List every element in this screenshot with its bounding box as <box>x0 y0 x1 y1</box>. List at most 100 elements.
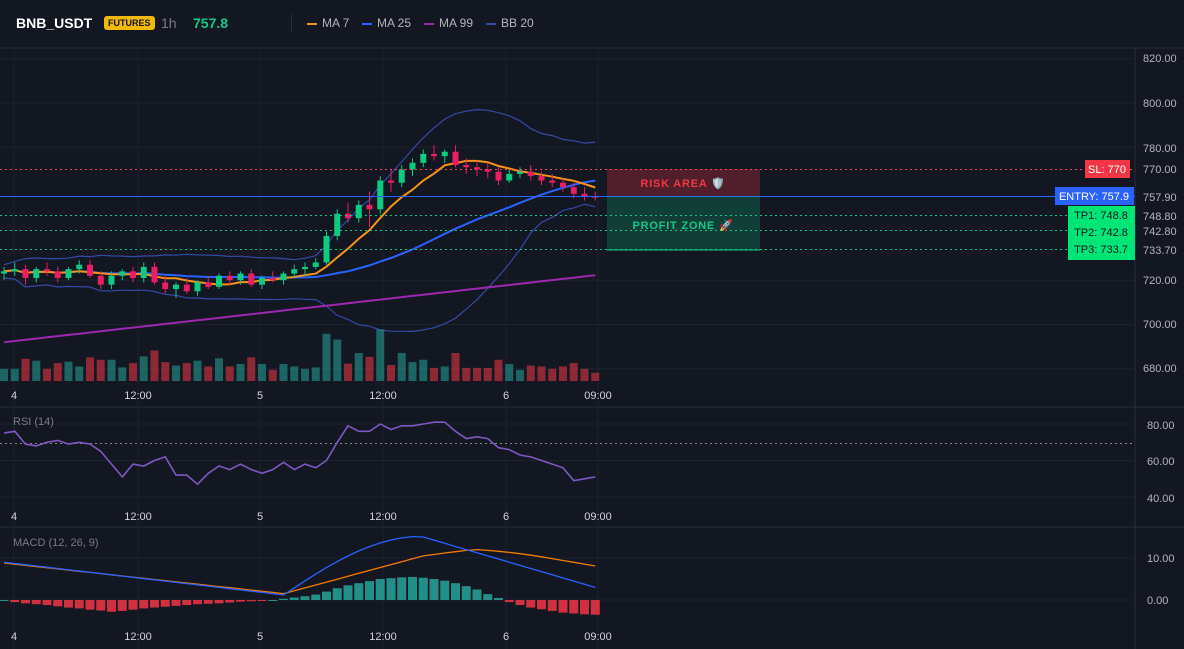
candle-body <box>495 171 502 181</box>
volume-bar <box>430 367 438 381</box>
macd-hist-bar <box>182 600 192 606</box>
volume-bar <box>591 372 600 381</box>
macd-hist-bar <box>74 600 84 609</box>
candle-body <box>54 271 61 278</box>
macd-hist-bar <box>107 600 116 612</box>
volume-bar <box>0 368 8 381</box>
volume-bar <box>258 364 266 381</box>
macd-hist-bar <box>150 600 159 608</box>
axes: 820.00 800.00 780.00 770.00 757.90 748.80 742.… <box>11 53 1177 643</box>
time-axis-label: 12:00 <box>124 390 152 402</box>
time-axis-label: 5 <box>257 631 263 643</box>
candle-body <box>291 269 298 274</box>
volume-bar <box>344 363 352 381</box>
volume-bar <box>53 363 62 381</box>
candle-body <box>517 171 523 174</box>
volume-bar <box>548 368 557 381</box>
candle-body <box>431 153 437 157</box>
price-axis-label: 742.80 <box>1143 226 1177 238</box>
macd-hist-bar <box>117 600 127 611</box>
time-axis-label: 4 <box>11 511 17 523</box>
volume-bar <box>483 367 492 381</box>
candle-body <box>527 171 534 177</box>
macd-axis-label: 10.00 <box>1147 553 1175 565</box>
legend-ma7[interactable]: MA 7 <box>307 16 349 30</box>
rsi-line <box>3 421 596 486</box>
candle-body <box>366 204 373 210</box>
candle-body <box>22 269 29 278</box>
candle-body <box>570 187 577 194</box>
volume-bar <box>139 356 148 381</box>
candle-body <box>44 269 50 272</box>
chart-header: BNB_USDT FUTURES 1h 757.8 MA 7 MA 25 MA … <box>0 0 1184 46</box>
macd-hist-bar <box>375 579 385 600</box>
volume-bar <box>86 357 94 381</box>
candle-body <box>345 213 351 219</box>
macd-hist-bar <box>429 579 439 600</box>
candle-body <box>420 153 427 163</box>
legend-ma25[interactable]: MA 25 <box>362 16 411 30</box>
macd-hist-bar <box>21 600 30 604</box>
candle-body <box>205 282 212 287</box>
candle-body <box>377 180 384 210</box>
macd-hist-bar <box>171 600 181 606</box>
price-axis-label: 770.00 <box>1143 164 1177 176</box>
candle-body <box>140 266 147 278</box>
volume-bar <box>172 365 180 381</box>
volume-bar <box>279 364 288 381</box>
rsi-pane[interactable]: RSI (14) <box>0 416 1135 486</box>
volume-bar <box>32 360 41 381</box>
macd-hist-bar <box>128 600 138 610</box>
risk-area-zone[interactable] <box>607 169 760 196</box>
legend-ma99[interactable]: MA 99 <box>424 16 473 30</box>
macd-hist-bar <box>580 600 589 615</box>
price-axis-label: 680.00 <box>1143 363 1177 375</box>
macd-hist-bar <box>203 600 213 604</box>
macd-hist-bar <box>42 600 52 606</box>
candle-body <box>1 271 7 274</box>
time-axis-label: 12:00 <box>369 511 397 523</box>
macd-hist-bar <box>483 594 493 600</box>
rsi-axis-label: 60.00 <box>1147 456 1175 468</box>
volume-bar <box>21 358 30 381</box>
macd-signal-line <box>3 548 596 595</box>
volume-bar <box>193 360 202 381</box>
macd-pane[interactable]: MACD (12, 26, 9) <box>0 535 600 615</box>
candle-body <box>216 275 222 287</box>
timeframe-selector[interactable]: 1h <box>161 15 177 31</box>
volume-bar <box>268 369 277 381</box>
macd-hist-bar <box>408 576 417 600</box>
rsi-axis-label: 80.00 <box>1147 420 1175 432</box>
volume-bar <box>408 362 417 381</box>
legend-ma7-label: MA 7 <box>322 16 350 30</box>
macd-hist-bar <box>526 600 536 608</box>
entry-tag[interactable]: ENTRY: 757.9 <box>1055 187 1134 205</box>
macd-hist-bar <box>10 600 20 603</box>
symbol-name[interactable]: BNB_USDT <box>16 15 93 31</box>
price-axis-label: 820.00 <box>1143 53 1177 65</box>
macd-hist-bar <box>31 600 41 605</box>
macd-hist-bar <box>85 600 95 610</box>
volume-bar <box>182 363 191 381</box>
macd-hist-bar <box>354 583 364 600</box>
macd-hist-bar <box>537 600 546 610</box>
legend-bb20[interactable]: BB 20 <box>486 16 534 30</box>
macd-hist-bar <box>193 600 202 605</box>
candle-body <box>581 193 588 197</box>
bb-lower <box>3 203 596 333</box>
macd-hist-bar <box>268 600 278 601</box>
volume-bar <box>225 366 234 381</box>
profit-zone-label: PROFIT ZONE 🚀 <box>632 219 733 232</box>
moving-averages <box>3 159 596 344</box>
tp-tags[interactable]: TP1: 748.8 TP2: 742.8 TP3: 733.7 <box>1068 206 1135 260</box>
volume-bar <box>559 366 567 381</box>
candle-body <box>97 275 104 285</box>
sl-tag[interactable]: SL: 770 <box>1085 160 1130 178</box>
volume-bar <box>129 363 137 381</box>
macd-hist-bar <box>472 589 482 600</box>
candle-body <box>398 169 405 183</box>
profit-zone[interactable] <box>607 196 760 250</box>
entry-tag-label: ENTRY: 757.9 <box>1059 191 1129 203</box>
candle-body <box>130 271 136 278</box>
